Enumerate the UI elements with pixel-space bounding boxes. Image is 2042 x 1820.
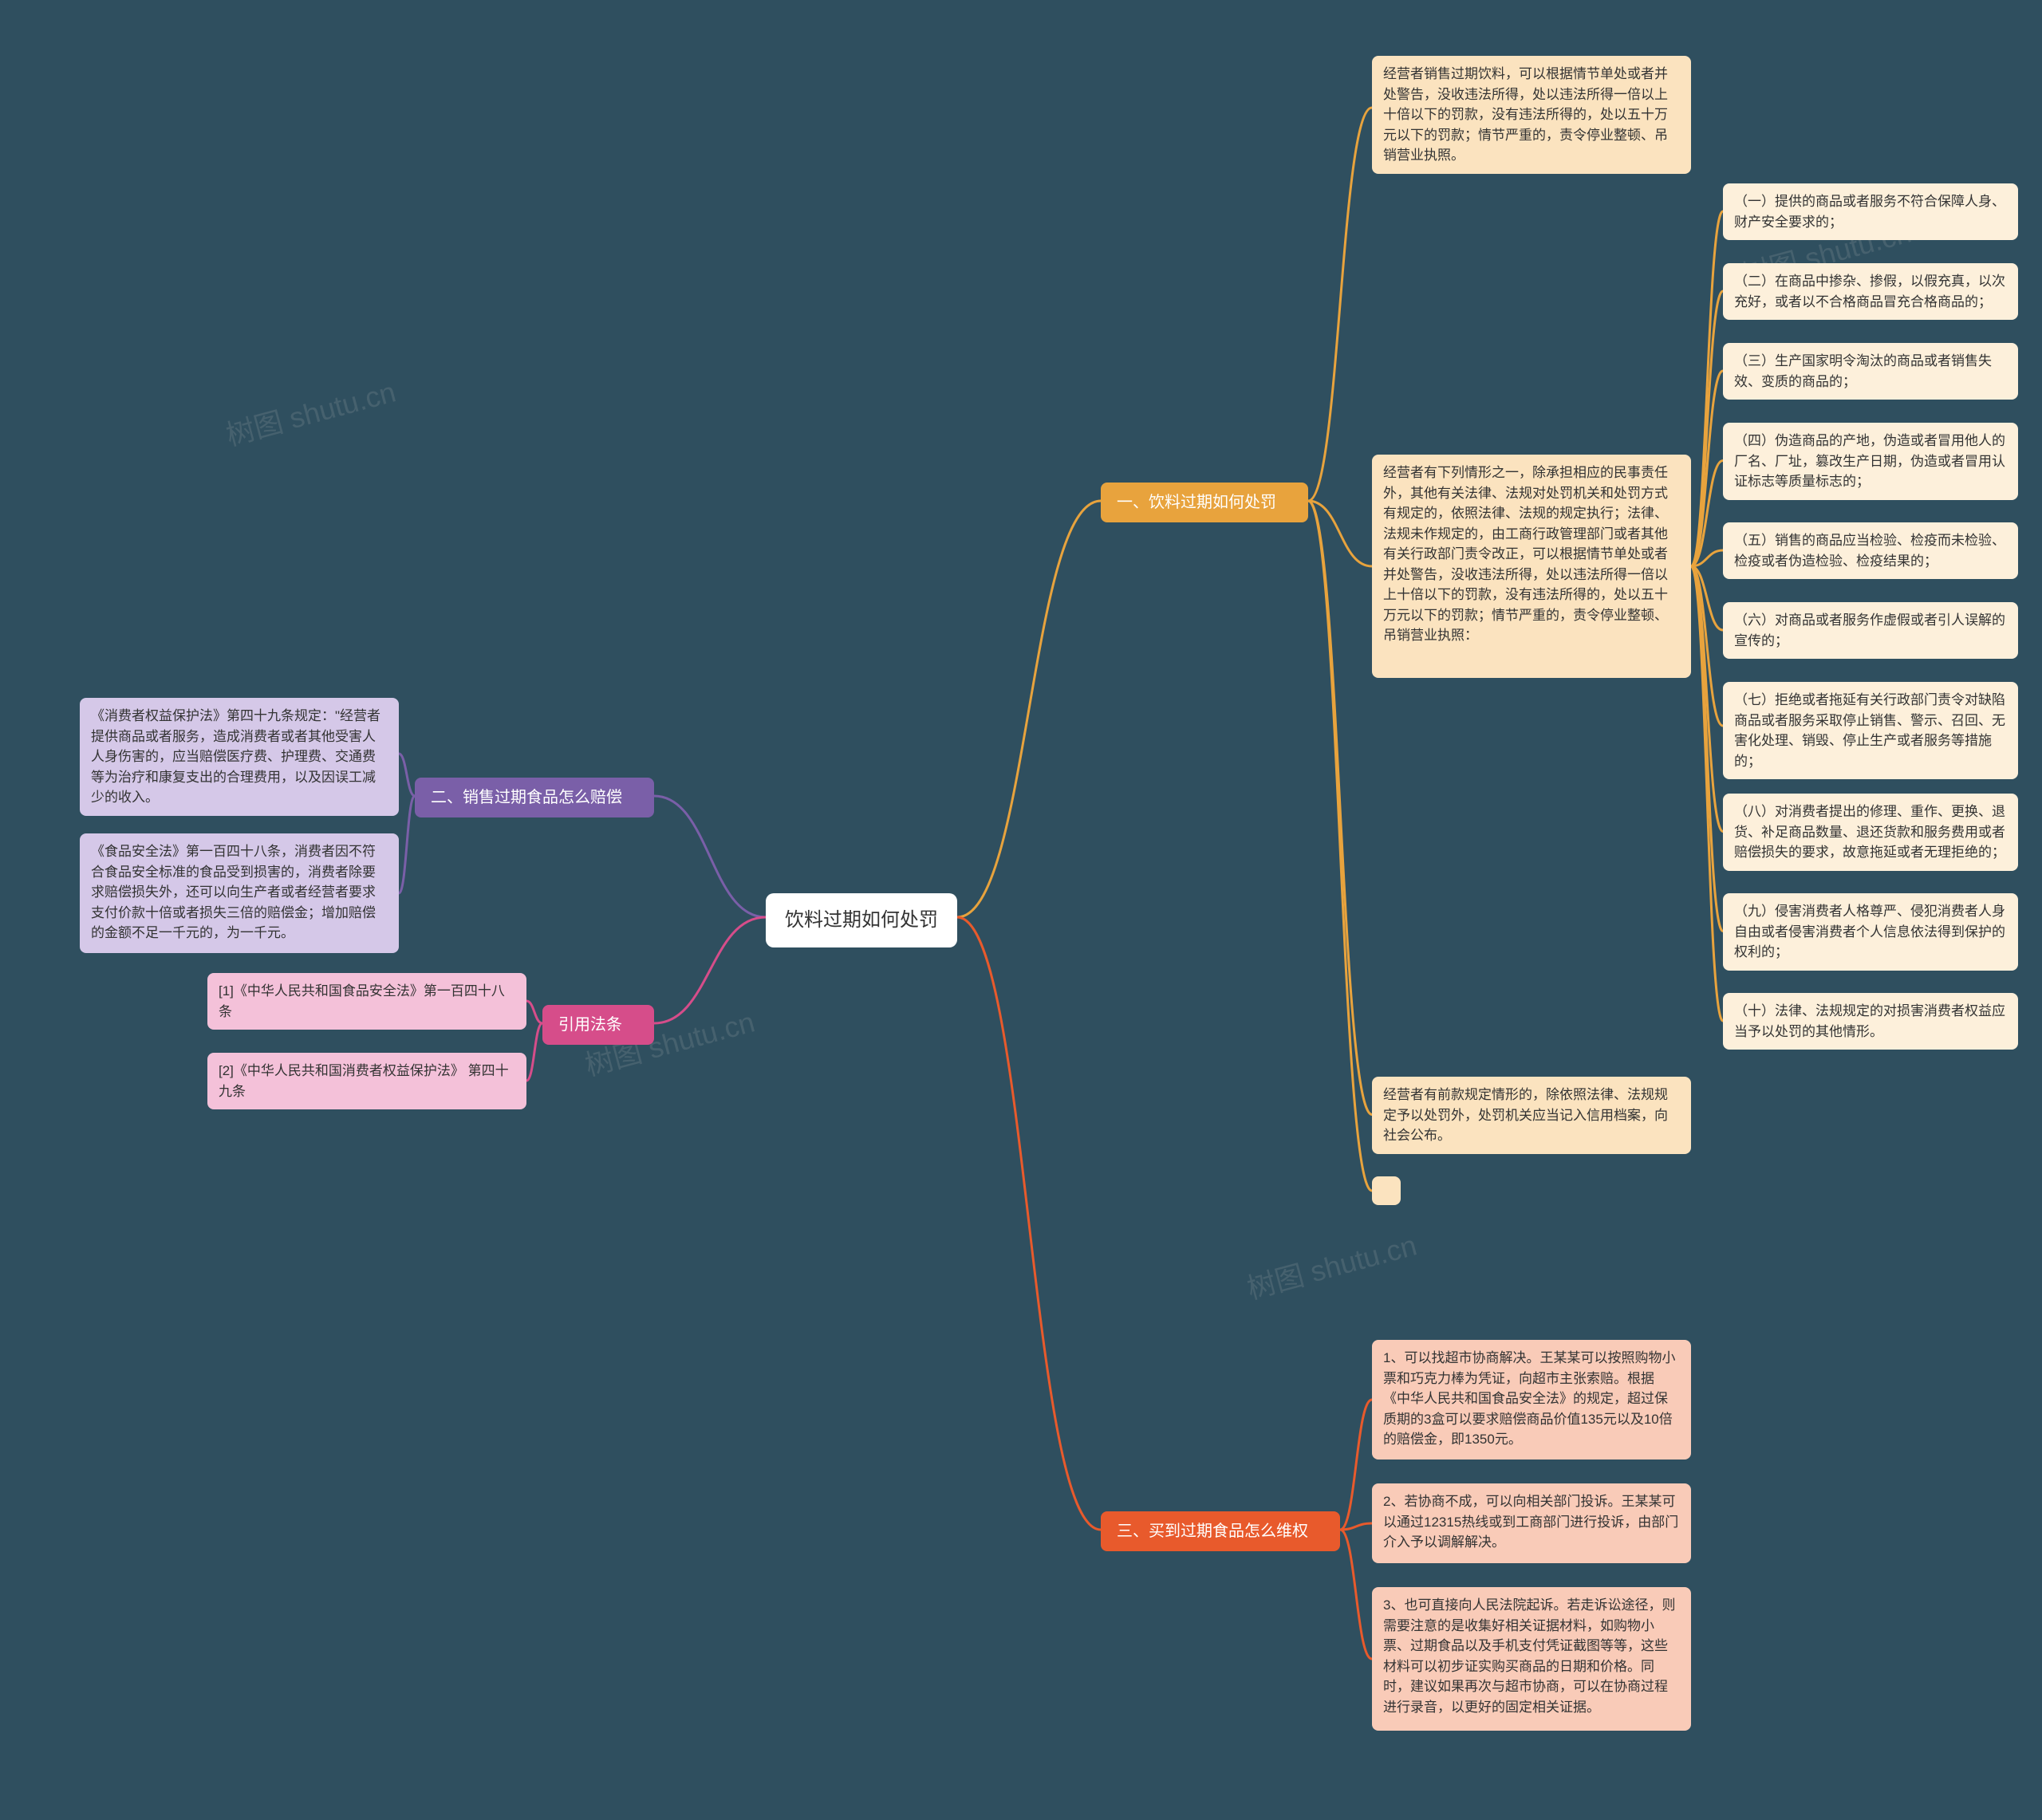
branch-b4: 引用法条 bbox=[542, 1005, 654, 1045]
leaf-b3c1: 1、可以找超市协商解决。王某某可以按照购物小票和巧克力棒为凭证，向超市主张索赔。… bbox=[1372, 1340, 1691, 1460]
branch-b3: 三、买到过期食品怎么维权 bbox=[1101, 1511, 1340, 1551]
leaf-b1c2s1: （一）提供的商品或者服务不符合保障人身、财产安全要求的； bbox=[1723, 183, 2018, 240]
leaf-b1c1: 经营者销售过期饮料，可以根据情节单处或者并处警告，没收违法所得，处以违法所得一倍… bbox=[1372, 56, 1691, 174]
leaf-b1c2s2: （二）在商品中掺杂、掺假，以假充真，以次充好，或者以不合格商品冒充合格商品的； bbox=[1723, 263, 2018, 320]
leaf-b1c2s10: （十）法律、法规规定的对损害消费者权益应当予以处罚的其他情形。 bbox=[1723, 993, 2018, 1050]
leaf-b1c2s4: （四）伪造商品的产地，伪造或者冒用他人的厂名、厂址，篡改生产日期，伪造或者冒用认… bbox=[1723, 423, 2018, 500]
leaf-b1c3: 经营者有前款规定情形的，除依照法律、法规规定予以处罚外，处罚机关应当记入信用档案… bbox=[1372, 1077, 1691, 1154]
leaf-b1c2s7: （七）拒绝或者拖延有关行政部门责令对缺陷商品或者服务采取停止销售、警示、召回、无… bbox=[1723, 682, 2018, 779]
leaf-b3c3: 3、也可直接向人民法院起诉。若走诉讼途径，则需要注意的是收集好相关证据材料，如购… bbox=[1372, 1587, 1691, 1731]
branch-b2: 二、销售过期食品怎么赔偿 bbox=[415, 778, 654, 817]
branch-b1: 一、饮料过期如何处罚 bbox=[1101, 483, 1308, 522]
leaf-b4c1: [1]《中华人民共和国食品安全法》第一百四十八条 bbox=[207, 973, 526, 1030]
leaf-b3c2: 2、若协商不成，可以向相关部门投诉。王某某可以通过12315热线或到工商部门进行… bbox=[1372, 1483, 1691, 1563]
leaf-b1c2s6: （六）对商品或者服务作虚假或者引人误解的宣传的； bbox=[1723, 602, 2018, 659]
center-node: 饮料过期如何处罚 bbox=[766, 893, 957, 947]
leaf-b1c4 bbox=[1372, 1176, 1401, 1205]
leaf-b4c2: [2]《中华人民共和国消费者权益保护法》 第四十九条 bbox=[207, 1053, 526, 1109]
watermark: 树图 shutu.cn bbox=[1242, 1223, 1421, 1308]
leaf-b2c1: 《消费者权益保护法》第四十九条规定："经营者提供商品或者服务，造成消费者或者其他… bbox=[80, 698, 399, 816]
leaf-b2c2: 《食品安全法》第一百四十八条，消费者因不符合食品安全标准的食品受到损害的，消费者… bbox=[80, 833, 399, 953]
leaf-b1c2s8: （八）对消费者提出的修理、重作、更换、退货、补足商品数量、退还货款和服务费用或者… bbox=[1723, 794, 2018, 871]
leaf-b1c2s9: （九）侵害消费者人格尊严、侵犯消费者人身自由或者侵害消费者个人信息依法得到保护的… bbox=[1723, 893, 2018, 971]
leaf-b1c2: 经营者有下列情形之一，除承担相应的民事责任外，其他有关法律、法规对处罚机关和处罚… bbox=[1372, 455, 1691, 678]
leaf-b1c2s3: （三）生产国家明令淘汰的商品或者销售失效、变质的商品的； bbox=[1723, 343, 2018, 400]
leaf-b1c2s5: （五）销售的商品应当检验、检疫而未检验、检疫或者伪造检验、检疫结果的； bbox=[1723, 522, 2018, 579]
watermark: 树图 shutu.cn bbox=[221, 369, 400, 455]
